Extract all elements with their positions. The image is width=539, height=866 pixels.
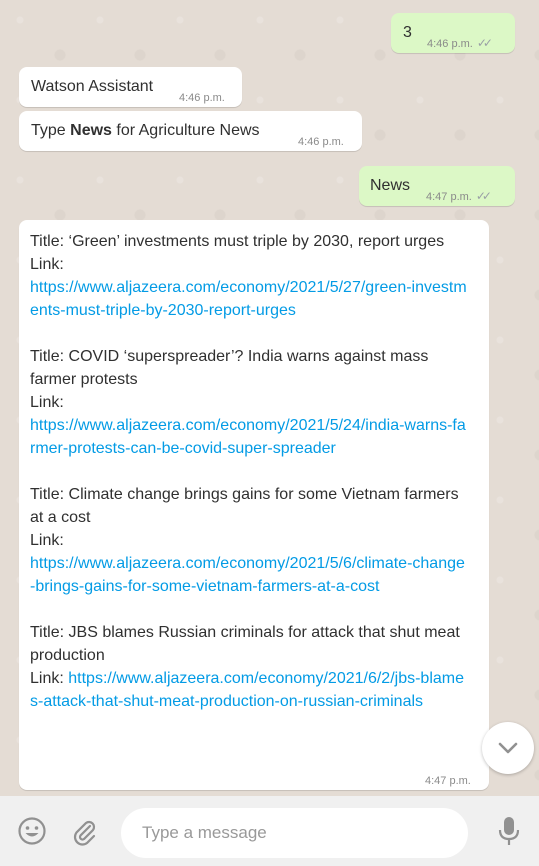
message-text-prefix: Type [31, 122, 71, 139]
list-item: Title: JBS blames Russian criminals for … [30, 621, 470, 713]
mic-icon[interactable] [496, 815, 522, 847]
message-input-placeholder: Type a message [142, 823, 267, 842]
message-text-bold: News [70, 122, 112, 139]
attach-icon[interactable] [69, 817, 99, 847]
list-item: Title: Climate change brings gains for s… [30, 483, 470, 598]
message-time: 4:47 p.m. ✓✓ [426, 185, 492, 209]
news-link[interactable]: https://www.aljazeera.com/economy/2021/5… [30, 279, 467, 319]
news-link[interactable]: https://www.aljazeera.com/economy/2021/5… [30, 555, 465, 595]
double-check-icon: ✓✓ [475, 189, 492, 203]
news-title: Title: ‘Green’ investments must triple b… [30, 233, 445, 250]
news-list: Title: ‘Green’ investments must triple b… [30, 230, 470, 736]
news-link-label: Link: [30, 532, 64, 549]
message-text-suffix: for Agriculture News [111, 122, 260, 139]
outgoing-message: 3 4:46 p.m. ✓✓ [391, 13, 515, 53]
message-time: 4:47 p.m. [425, 775, 471, 787]
emoji-icon[interactable] [17, 816, 47, 846]
chat-panel: 3 4:46 p.m. ✓✓ Watson Assistant 4:46 p.m.… [0, 0, 539, 796]
message-input[interactable]: Type a message [121, 808, 468, 858]
incoming-message: Watson Assistant 4:46 p.m. [19, 67, 242, 107]
news-link-label: Link: [30, 394, 64, 411]
news-link-label: Link: [30, 256, 64, 273]
message-time: 4:46 p.m. [298, 136, 344, 148]
time-label: 4:46 p.m. [427, 38, 473, 50]
list-item: Title: ‘Green’ investments must triple b… [30, 230, 470, 322]
news-link-label: Link: [30, 670, 64, 687]
news-title: Title: JBS blames Russian criminals for … [30, 624, 460, 664]
news-link-line: Link: https://www.aljazeera.com/economy/… [30, 667, 470, 713]
news-title: Title: Climate change brings gains for s… [30, 486, 459, 526]
incoming-message: Type News for Agriculture News 4:46 p.m. [19, 111, 362, 151]
message-text: Type News for Agriculture News [31, 119, 260, 142]
outgoing-message: News 4:47 p.m. ✓✓ [359, 166, 515, 206]
news-link[interactable]: https://www.aljazeera.com/economy/2021/6… [30, 670, 464, 710]
scroll-to-bottom-button[interactable] [482, 722, 534, 774]
message-text: 3 [403, 24, 412, 41]
time-label: 4:47 p.m. [426, 191, 472, 203]
message-text: News [370, 177, 411, 194]
list-item: Title: COVID ‘superspreader’? India warn… [30, 345, 470, 460]
message-text: Watson Assistant [31, 78, 154, 95]
message-time: 4:46 p.m. ✓✓ [427, 32, 493, 56]
news-title: Title: COVID ‘superspreader’? India warn… [30, 348, 429, 388]
news-link[interactable]: https://www.aljazeera.com/economy/2021/5… [30, 417, 466, 457]
double-check-icon: ✓✓ [476, 36, 493, 50]
message-time: 4:46 p.m. [179, 92, 225, 104]
incoming-message: 4:47 p.m. [19, 220, 489, 790]
chevron-down-icon [498, 742, 518, 754]
